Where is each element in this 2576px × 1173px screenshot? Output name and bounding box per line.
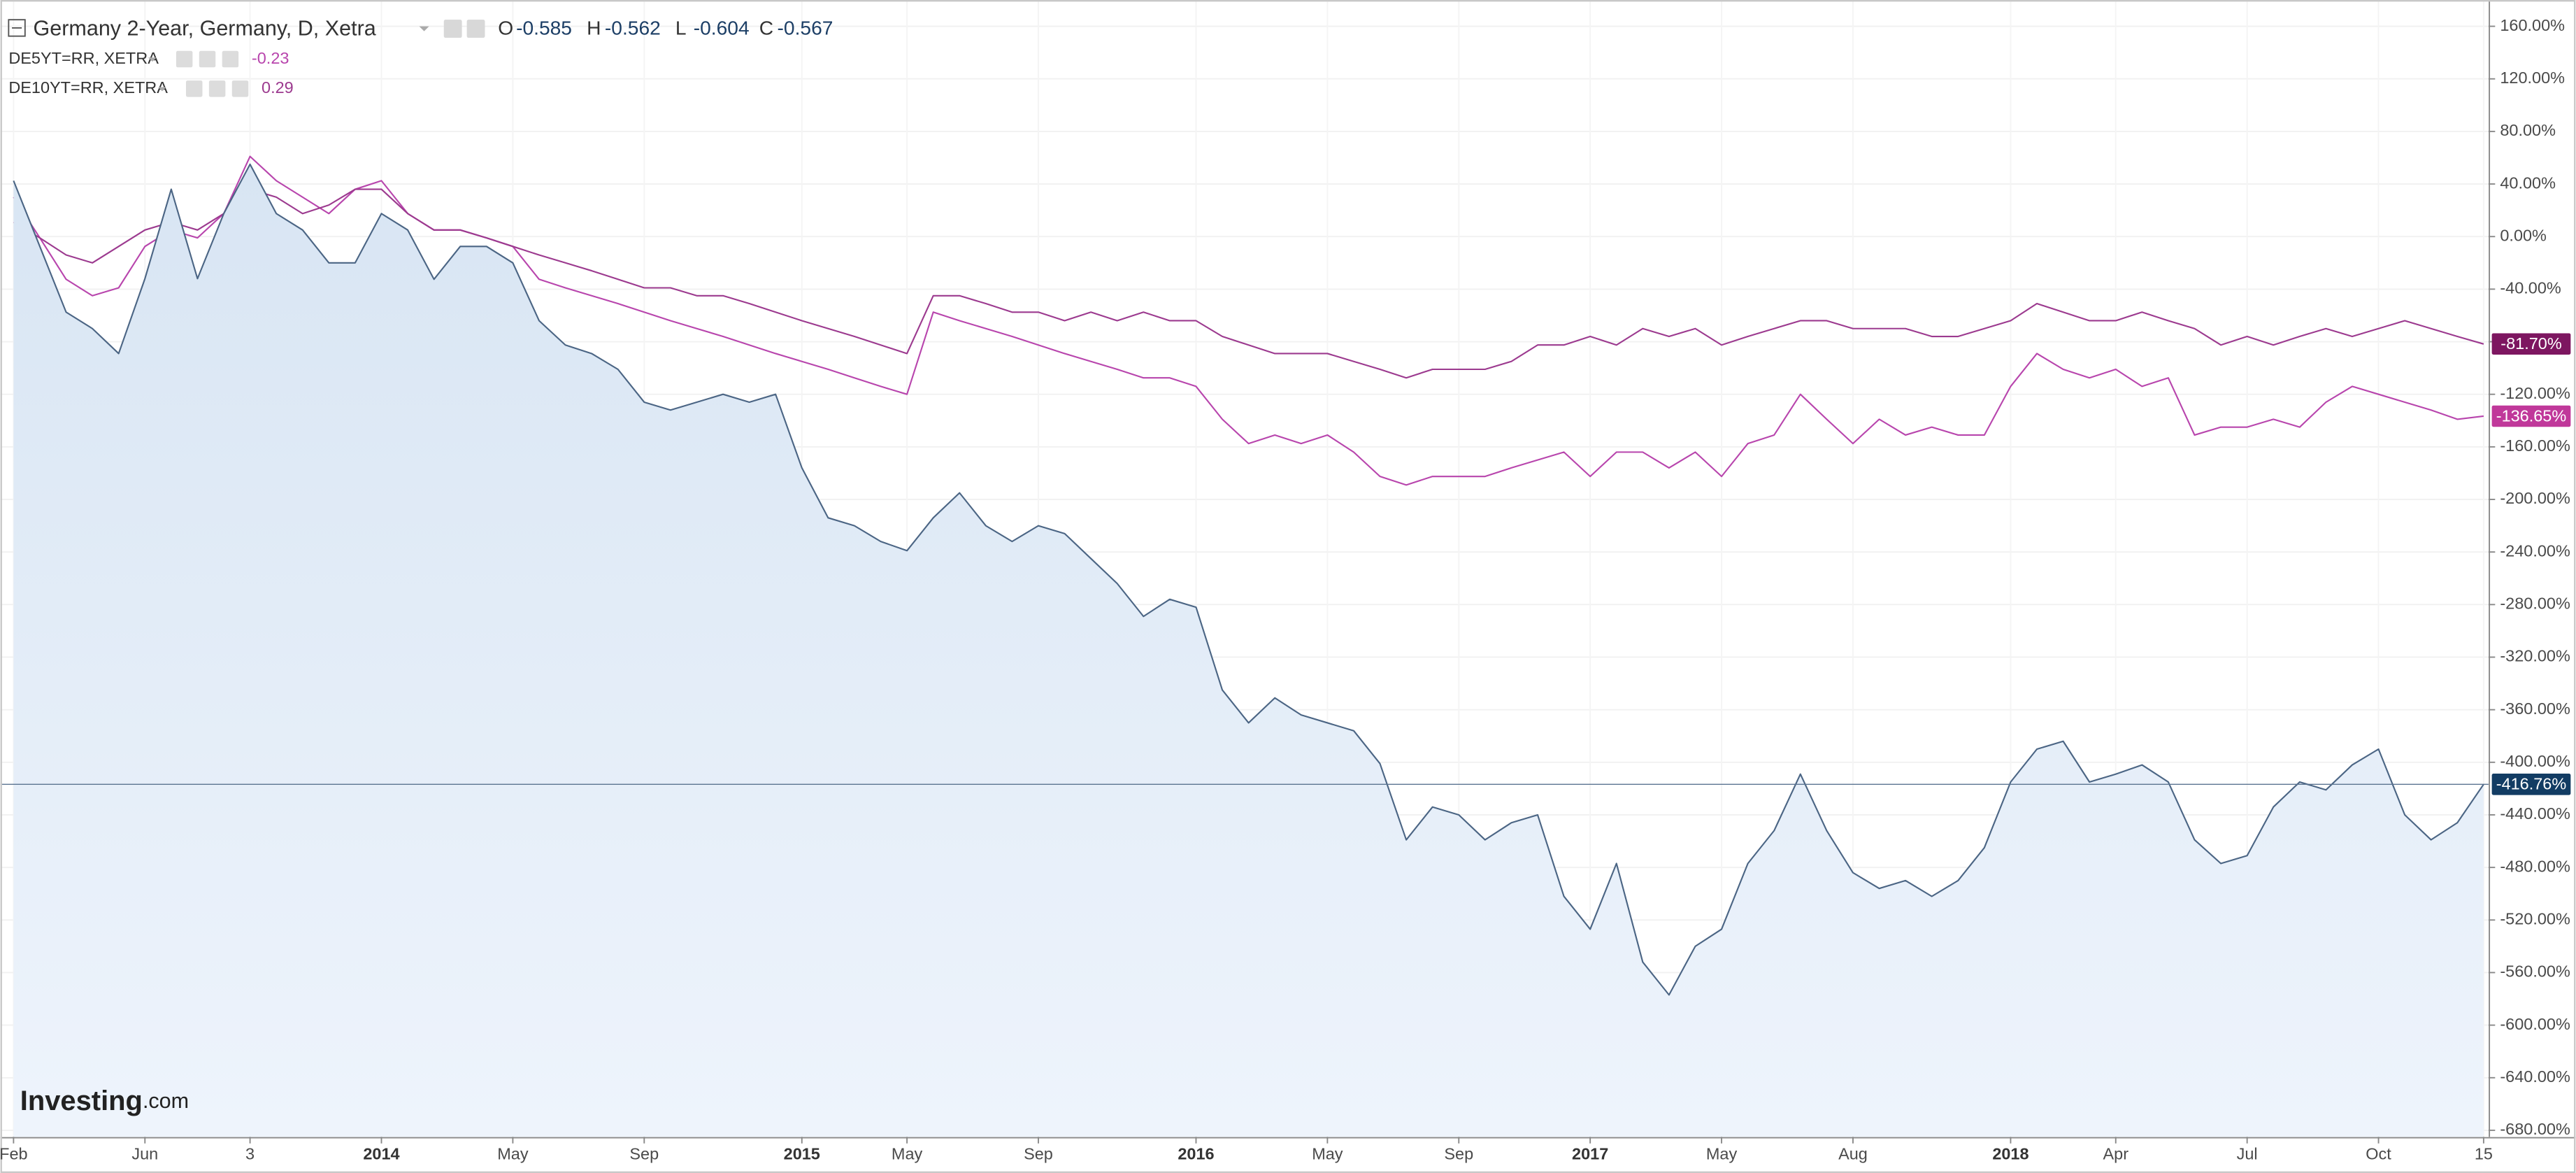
last-value-box (2491, 774, 2571, 795)
ohlc-label: O (498, 17, 513, 39)
last-value-label: -136.65% (2496, 406, 2567, 425)
x-tick-label: 3 (245, 1144, 255, 1163)
y-tick-label: -440.00% (2500, 804, 2570, 823)
legend-value: -0.23 (252, 49, 289, 67)
y-tick-label: -640.00% (2500, 1067, 2570, 1086)
y-tick-label: 80.00% (2500, 121, 2556, 139)
ohlc-value: -0.562 (605, 17, 661, 39)
y-tick-label: 160.00% (2500, 16, 2565, 34)
legend-icon[interactable] (208, 80, 226, 97)
legend-icon[interactable] (231, 80, 249, 97)
y-tick-label: -680.00% (2500, 1120, 2570, 1138)
y-tick-label: -160.00% (2500, 436, 2570, 455)
y-tick-label: -520.00% (2500, 909, 2570, 927)
line (13, 163, 2484, 996)
legend-value: 0.29 (262, 78, 294, 97)
x-tick-label: Jul (2237, 1144, 2258, 1163)
plot (0, 155, 2489, 1137)
x-tick-label: Sep (1444, 1144, 1473, 1163)
legend-name: DE5YT=RR, XETRA (8, 49, 159, 67)
y-tick-label: 0.00% (2500, 226, 2547, 244)
x-tick-label: May (892, 1144, 923, 1163)
x-tick-label: Sep (1024, 1144, 1053, 1163)
x-tick-label: Aug (1838, 1144, 1868, 1163)
dropdown-icon[interactable] (148, 57, 157, 62)
y-tick-label: -480.00% (2500, 857, 2570, 875)
area (13, 164, 2484, 1137)
x-tick-label: May (1706, 1144, 1738, 1163)
y-tick-label: 120.00% (2500, 69, 2565, 87)
y-tick-label: -200.00% (2500, 489, 2570, 507)
y-tick-label: 40.00% (2500, 173, 2556, 192)
line (13, 188, 2484, 379)
y-tick-label: -240.00% (2500, 541, 2570, 560)
x-tick-label: Jun (131, 1144, 158, 1163)
y-tick-label: -280.00% (2500, 595, 2570, 613)
x-tick-label: Feb (0, 1144, 28, 1163)
y-tick-label: -600.00% (2500, 1015, 2570, 1033)
x-tick-label: May (1312, 1144, 1343, 1163)
ohlc-label: L (675, 17, 687, 39)
y-tick-label: -560.00% (2500, 962, 2570, 981)
logo-domain: .com (143, 1089, 189, 1113)
collapse-icon[interactable] (8, 19, 26, 37)
x-tick-label: Oct (2366, 1144, 2391, 1163)
logo: Investing.com (20, 1086, 189, 1116)
dropdown-icon[interactable] (419, 26, 429, 31)
y-tick-label: -120.00% (2500, 384, 2570, 402)
ohlc: O -0.585 H -0.562 L -0.604 C -0.567 (498, 17, 833, 39)
legend-icon[interactable] (222, 50, 239, 68)
ohlc-value: -0.585 (516, 17, 572, 39)
x-tick-label: 2018 (1992, 1144, 2028, 1163)
y-tick-label: -360.00% (2500, 699, 2570, 718)
ohlc-label: C (759, 17, 773, 39)
logo-name: Investing (20, 1086, 143, 1116)
x-tick-label: Sep (629, 1144, 659, 1163)
eye-icon[interactable] (443, 20, 462, 38)
x-tick-label: 15 (2475, 1144, 2493, 1163)
ohlc-value: -0.567 (778, 17, 833, 39)
x-tick-label: 2014 (363, 1144, 399, 1163)
ohlc-label: H (587, 17, 601, 39)
legend-icon[interactable] (199, 50, 216, 68)
settings-icon[interactable] (466, 20, 485, 38)
ohlc-value: -0.604 (694, 17, 750, 39)
legend-icon[interactable] (176, 50, 193, 68)
x-tick-label: 2016 (1178, 1144, 1214, 1163)
y-tick-label: -40.00% (2500, 279, 2561, 297)
x-tick-label: Apr (2103, 1144, 2128, 1163)
axes: 160.00% 120.00% 80.00% 40.00% 0.00% -40.00% -8… (0, 16, 2571, 1163)
legend-icon[interactable] (185, 80, 203, 97)
y-tick-label: -320.00% (2500, 647, 2570, 665)
last-value-box (2491, 405, 2571, 427)
x-tick-label: 2017 (1572, 1144, 1608, 1163)
last-value-label: -416.76% (2496, 775, 2567, 793)
dropdown-icon[interactable] (158, 87, 166, 92)
last-value-label: -81.70% (2500, 334, 2562, 353)
main-title: Germany 2-Year, Germany, D, Xetra (34, 16, 376, 40)
x-tick-label: 2015 (784, 1144, 820, 1163)
x-tick-label: May (497, 1144, 529, 1163)
last-value-box (2491, 333, 2571, 355)
legend-name: DE10YT=RR, XETRA (8, 78, 168, 97)
y-tick-label: -400.00% (2500, 752, 2570, 770)
legend: DE5YT=RR, XETRA -0.23 DE10YT=RR, XETRA 0.29 (8, 49, 294, 97)
